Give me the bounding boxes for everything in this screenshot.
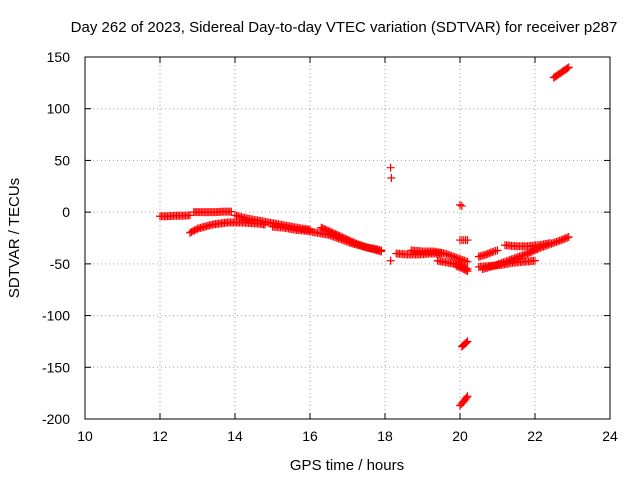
data-point: [462, 266, 471, 275]
data-point: [457, 201, 466, 210]
series-arc-10: [452, 261, 472, 276]
data-point: [462, 393, 471, 402]
data-point: [386, 256, 395, 265]
data-point: [564, 63, 573, 72]
data-point: [456, 200, 464, 209]
data-point: [227, 207, 236, 216]
y-tick-label: -150: [42, 359, 70, 375]
axis-ticks: 10 12 14 16 18 20 22 24 150 100 50 0 -50 -100 -150 -200: [42, 49, 618, 444]
x-axis-label: GPS time / hours: [290, 457, 404, 474]
series-arc-11: [474, 246, 502, 261]
y-axis-label: SDTVAR / TECUs: [6, 178, 23, 298]
data-point: [564, 232, 573, 241]
series-arc-17: [457, 337, 472, 351]
data-point: [463, 267, 472, 276]
series-arc-6: [317, 223, 386, 255]
y-tick-label: -50: [50, 256, 70, 272]
data-point: [463, 257, 472, 266]
data-point: [463, 392, 472, 401]
data-point: [386, 163, 395, 172]
data-point: [463, 337, 472, 346]
y-tick-label: 50: [54, 152, 70, 168]
data-point: [563, 233, 572, 242]
y-tick-label: 100: [47, 101, 71, 117]
y-tick-label: 0: [62, 204, 70, 220]
y-tick-label: -100: [42, 308, 70, 324]
x-tick-label: 18: [377, 428, 393, 444]
y-tick-label: -200: [42, 411, 70, 427]
data-points: [156, 63, 573, 410]
series-arc-8: [407, 246, 472, 266]
x-tick-label: 12: [152, 428, 168, 444]
data-point: [463, 236, 472, 245]
data-point: [462, 338, 471, 347]
x-tick-label: 20: [452, 428, 468, 444]
x-tick-label: 16: [302, 428, 318, 444]
data-point: [531, 256, 539, 265]
x-tick-label: 10: [77, 428, 93, 444]
data-point: [563, 64, 572, 73]
chart-title: Day 262 of 2023, Sidereal Day-to-day VTE…: [71, 19, 618, 36]
series-arc-15: [549, 63, 573, 82]
x-tick-label: 22: [527, 428, 543, 444]
series-arc-2: [189, 207, 236, 217]
series-arc-18: [456, 236, 472, 245]
series-arc-1: [156, 211, 194, 221]
x-tick-label: 24: [602, 428, 618, 444]
data-point: [488, 248, 497, 257]
series-outliers: [386, 163, 396, 265]
data-point: [493, 246, 502, 255]
series-arc-14: [501, 239, 554, 251]
series-arc-19: [456, 200, 466, 210]
plot-frame: [84, 56, 611, 420]
series-arc-16: [456, 392, 472, 410]
data-point: [377, 246, 386, 255]
x-tick-label: 14: [227, 428, 243, 444]
data-point: [387, 174, 396, 183]
data-point: [546, 239, 554, 248]
y-tick-label: 150: [47, 49, 71, 65]
